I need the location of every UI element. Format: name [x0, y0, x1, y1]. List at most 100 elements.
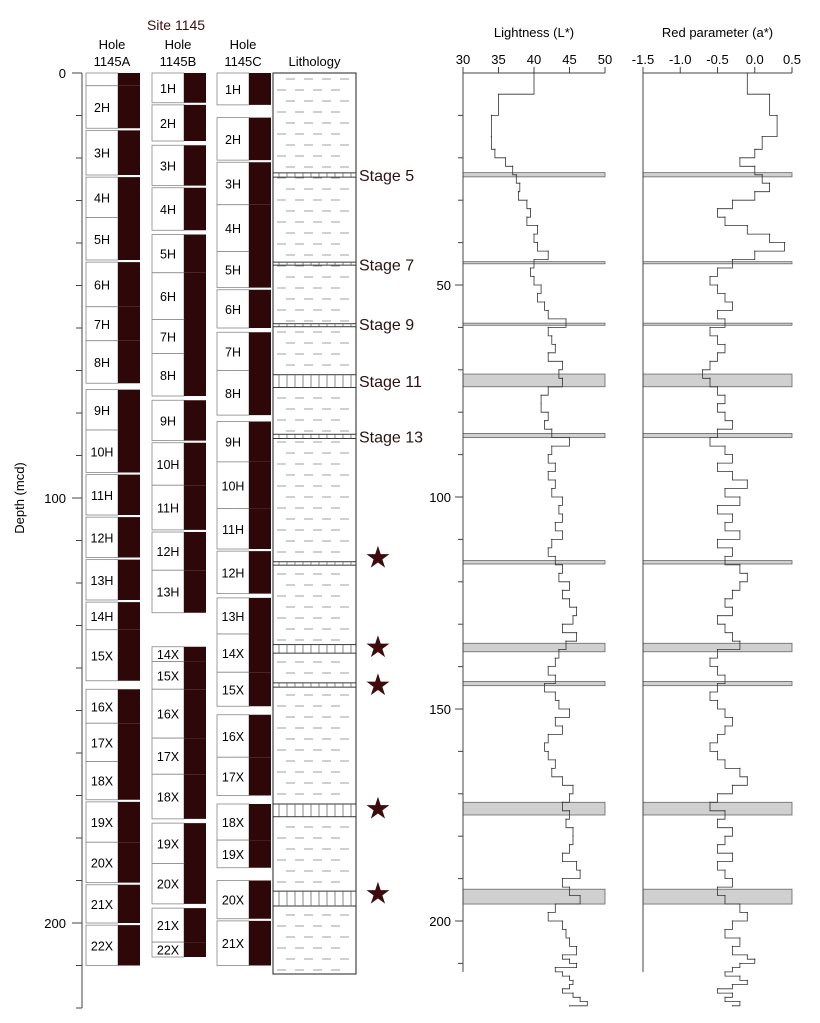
data-point	[547, 386, 549, 388]
data-point	[561, 878, 564, 880]
core-label: 13H	[91, 574, 114, 588]
core-interval-box	[85, 722, 119, 762]
data-point	[716, 988, 719, 990]
red-parameter-plot: Red parameter (a*) -1.5 -1.0 -0.5 0.0 0.5	[632, 25, 801, 1007]
data-point	[565, 818, 567, 820]
data-point	[572, 615, 574, 617]
core-interval-box	[151, 442, 185, 486]
core-label: 16X	[157, 708, 180, 722]
data-point	[731, 920, 734, 922]
data-point	[724, 292, 726, 295]
core-label: 16X	[222, 730, 245, 744]
data-point	[716, 428, 719, 430]
data-point	[739, 1000, 741, 1003]
core-interval-box	[216, 920, 250, 966]
data-point	[572, 827, 574, 829]
core-recovery-bar	[118, 389, 140, 430]
core-1145B-20X: 20X	[151, 863, 206, 905]
data-point	[731, 513, 734, 515]
data-point	[746, 225, 748, 227]
core-label: 20X	[222, 894, 245, 908]
bed-outline	[272, 644, 357, 654]
data-point	[561, 920, 564, 922]
core-label: 16X	[91, 700, 114, 714]
bed-outline	[272, 172, 357, 178]
data-point	[533, 72, 535, 74]
core-recovery-bar	[249, 804, 271, 841]
carbonate-bed	[272, 172, 357, 178]
core-1145C-12H: 12H	[216, 550, 271, 595]
data-point	[547, 911, 549, 914]
data-point	[716, 208, 719, 210]
data-point	[724, 318, 726, 320]
core-interval-box	[85, 559, 119, 601]
core-interval-box	[151, 72, 185, 104]
carbonate-bed	[272, 323, 357, 328]
core-label: 15X	[91, 649, 114, 663]
core-recovery-bar	[184, 863, 206, 904]
data-point	[490, 114, 492, 116]
data-point	[572, 992, 574, 994]
data-point	[724, 894, 726, 897]
data-point	[561, 954, 564, 956]
data-point	[731, 878, 734, 880]
core-1145C-21X: 21X	[216, 920, 271, 966]
core-interval-box	[85, 924, 119, 966]
data-point	[739, 767, 741, 769]
data-point	[554, 555, 556, 557]
core-label: 15X	[157, 669, 180, 683]
core-label: 7H	[225, 345, 241, 359]
core-interval-box	[85, 129, 119, 176]
data-point	[716, 750, 719, 753]
core-1145A-19X: 19X	[85, 801, 140, 843]
core-label: 17X	[91, 736, 114, 750]
carbonate-bed	[272, 433, 357, 439]
data-point	[568, 984, 571, 986]
core-1145C-10H: 10H	[216, 461, 271, 510]
x-tick-label: 35	[491, 52, 505, 67]
core-recovery-bar	[118, 474, 140, 515]
core-recovery-bar	[249, 508, 271, 549]
hole-1145A: Hole 1145A 2H 3H 4H 5H 6H 7H 8H 9H 10H 11H 12H 13H 14H…	[85, 37, 140, 966]
data-point	[709, 657, 711, 659]
data-point	[724, 835, 726, 837]
carbonate-bed	[272, 682, 357, 688]
data-point	[576, 632, 578, 634]
data-point	[515, 174, 517, 176]
data-point	[716, 793, 719, 795]
data-point	[554, 691, 556, 693]
core-label: 6H	[160, 290, 176, 304]
data-point	[769, 182, 771, 184]
data-point	[716, 284, 719, 286]
core-1145A-2H: 2H	[85, 85, 140, 129]
data-point	[731, 258, 734, 261]
core-recovery-bar	[118, 340, 140, 384]
core-1145B-9H: 9H	[151, 399, 206, 442]
data-point	[776, 114, 778, 116]
data-point	[547, 352, 549, 354]
data-point	[724, 555, 726, 557]
core-interval-box	[85, 429, 119, 473]
data-point	[731, 632, 734, 634]
plot-title: Red parameter (a*)	[662, 25, 773, 40]
data-point	[526, 216, 528, 218]
core-interval-box	[85, 629, 119, 682]
core-1145A-9H: 9H	[85, 389, 140, 431]
core-recovery-bar	[118, 761, 140, 800]
core-interval-box	[216, 421, 250, 463]
data-point	[554, 479, 556, 481]
core-interval-box	[216, 117, 250, 161]
core-recovery-bar	[118, 430, 140, 473]
core-label: 9H	[94, 404, 110, 418]
core-recovery-bar	[184, 823, 206, 864]
depth-tick-label: 100	[429, 490, 451, 505]
data-point	[547, 750, 549, 753]
core-interval-box	[151, 569, 185, 614]
core-label: 10H	[91, 445, 114, 459]
core-1145A-4H: 4H	[85, 176, 140, 218]
data-point	[565, 640, 567, 642]
stage-labels: Stage 5 Stage 7 Stage 9 Stage 11 Stage 13	[359, 168, 423, 446]
core-recovery-bar	[184, 353, 206, 396]
core-interval-box	[85, 801, 119, 843]
core-recovery-bar	[118, 85, 140, 129]
